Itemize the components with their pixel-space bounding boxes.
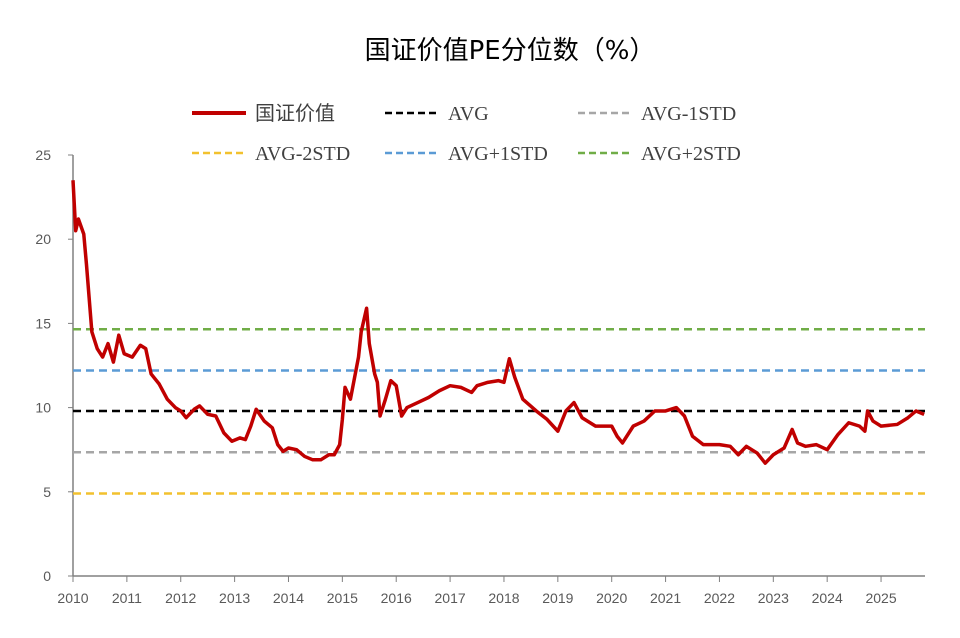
legend-label: AVG+2STD — [641, 143, 741, 165]
x-tick-label: 2011 — [112, 590, 142, 606]
x-tick-label: 2015 — [327, 590, 358, 606]
x-tick-label: 2020 — [596, 590, 627, 606]
x-tick-label: 2021 — [650, 590, 681, 606]
x-tick-label: 2019 — [542, 590, 573, 606]
x-tick-label: 2024 — [812, 590, 843, 606]
chart-title: 国证价值PE分位数（%） — [364, 36, 656, 66]
x-tick-label: 2013 — [219, 590, 250, 606]
y-tick-label: 0 — [43, 568, 51, 584]
legend-label: 国证价值 — [255, 102, 335, 125]
x-tick-label: 2014 — [273, 590, 304, 606]
legend-label: AVG+1STD — [448, 143, 548, 165]
x-tick-label: 2018 — [488, 590, 519, 606]
x-tick-label: 2010 — [57, 590, 88, 606]
x-tick-label: 2022 — [704, 590, 735, 606]
series-line-guozheng-value — [71, 180, 925, 465]
y-tick-label: 5 — [43, 484, 51, 500]
y-tick-label: 10 — [35, 400, 51, 416]
y-tick-label: 20 — [35, 231, 51, 247]
legend-label: AVG-2STD — [255, 143, 350, 165]
x-tick-label: 2012 — [165, 590, 196, 606]
x-tick-label: 2016 — [381, 590, 412, 606]
y-tick-label: 25 — [35, 147, 51, 163]
x-tick-label: 2017 — [435, 590, 466, 606]
legend-label: AVG-1STD — [641, 103, 736, 125]
y-tick-label: 15 — [35, 315, 51, 331]
x-tick-label: 2023 — [758, 590, 789, 606]
x-tick-label: 2025 — [865, 590, 896, 606]
legend-label: AVG — [448, 103, 489, 125]
